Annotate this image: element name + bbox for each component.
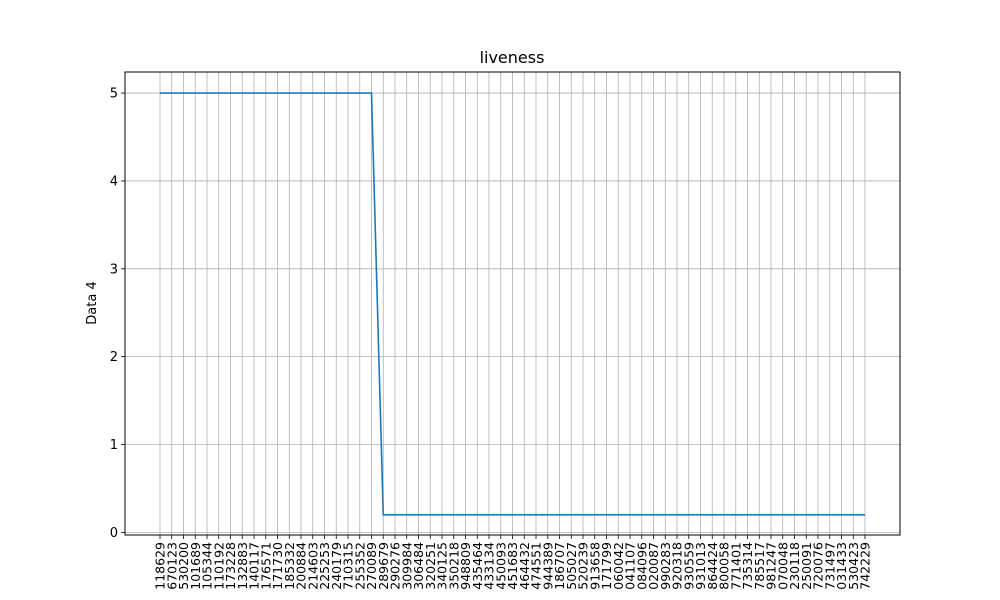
x-tick-label: 101689 (188, 542, 203, 590)
x-tick-label: 742229 (858, 542, 873, 590)
x-axis-ticks: 1186296701235302001016891053441101921732… (153, 535, 873, 590)
x-tick-label: 214603 (305, 542, 320, 590)
x-tick-label: 435464 (470, 542, 485, 590)
x-tick-label: 864424 (705, 542, 720, 590)
x-tick-label: 132883 (235, 542, 250, 590)
x-tick-label: 230118 (787, 542, 802, 590)
x-tick-label: 240179 (329, 542, 344, 590)
x-tick-label: 250091 (799, 542, 814, 590)
x-tick-label: 020087 (646, 542, 661, 590)
x-tick-label: 186707 (552, 542, 567, 590)
y-axis-label: Data 4 (85, 281, 100, 324)
x-tick-label: 720076 (811, 542, 826, 590)
x-tick-label: 105344 (200, 542, 215, 590)
x-tick-label: 913658 (587, 542, 602, 590)
x-tick-label: 948809 (458, 542, 473, 590)
x-tick-label: 520239 (576, 542, 591, 590)
x-tick-label: 930559 (681, 542, 696, 590)
x-tick-label: 171730 (270, 542, 285, 590)
x-tick-label: 060042 (611, 542, 626, 590)
x-tick-label: 270089 (364, 542, 379, 590)
x-tick-label: 290276 (388, 542, 403, 590)
x-tick-label: 306484 (411, 542, 426, 590)
x-tick-label: 118629 (153, 542, 168, 590)
x-tick-label: 474551 (529, 542, 544, 590)
x-tick-label: 990283 (658, 542, 673, 590)
x-tick-label: 309984 (399, 542, 414, 590)
x-tick-label: 931013 (693, 542, 708, 590)
x-tick-label: 785517 (752, 542, 767, 590)
series-line (160, 92, 865, 516)
x-tick-label: 289679 (376, 542, 391, 590)
x-tick-label: 771401 (728, 542, 743, 590)
x-tick-label: 171799 (599, 542, 614, 590)
y-axis-ticks: 0 1 2 3 4 5 (110, 87, 125, 541)
x-tick-label: 340125 (435, 542, 450, 590)
x-tick-label: 670123 (164, 542, 179, 590)
x-tick-label: 505027 (564, 542, 579, 590)
x-tick-label: 710315 (341, 542, 356, 590)
x-tick-label: 530423 (846, 542, 861, 590)
x-tick-label: 350218 (446, 542, 461, 590)
x-tick-label: 451683 (505, 542, 520, 590)
x-tick-label: 070048 (775, 542, 790, 590)
x-tick-label: 173228 (223, 542, 238, 590)
x-tick-label: 140117 (247, 542, 262, 590)
x-tick-label: 450093 (493, 542, 508, 590)
x-tick-label: 735314 (740, 542, 755, 590)
x-tick-label: 031433 (834, 542, 849, 590)
x-tick-label: 084096 (634, 542, 649, 590)
x-tick-label: 185332 (282, 542, 297, 590)
x-tick-label: 800058 (717, 542, 732, 590)
y-tick-label: 1 (110, 438, 118, 453)
x-tick-label: 176571 (258, 542, 273, 590)
y-tick-label: 3 (110, 262, 118, 277)
x-tick-label: 110192 (211, 542, 226, 590)
x-tick-label: 433134 (482, 542, 497, 590)
x-tick-label: 255352 (352, 542, 367, 590)
x-tick-label: 320251 (423, 542, 438, 590)
x-tick-label: 464432 (517, 542, 532, 590)
x-tick-label: 200884 (294, 542, 309, 590)
x-tick-label: 041107 (623, 542, 638, 590)
x-tick-label: 944389 (540, 542, 555, 590)
y-tick-label: 0 (110, 526, 118, 541)
x-tick-label: 920318 (670, 542, 685, 590)
chart-title: liveness (480, 48, 545, 67)
x-tick-label: 225253 (317, 542, 332, 590)
x-tick-label: 731497 (822, 542, 837, 590)
x-tick-label: 981247 (764, 542, 779, 590)
y-tick-label: 4 (110, 174, 118, 189)
series-layer (160, 92, 865, 516)
x-tick-label: 530200 (176, 542, 191, 590)
y-tick-label: 5 (110, 87, 118, 102)
y-tick-label: 2 (110, 350, 118, 365)
